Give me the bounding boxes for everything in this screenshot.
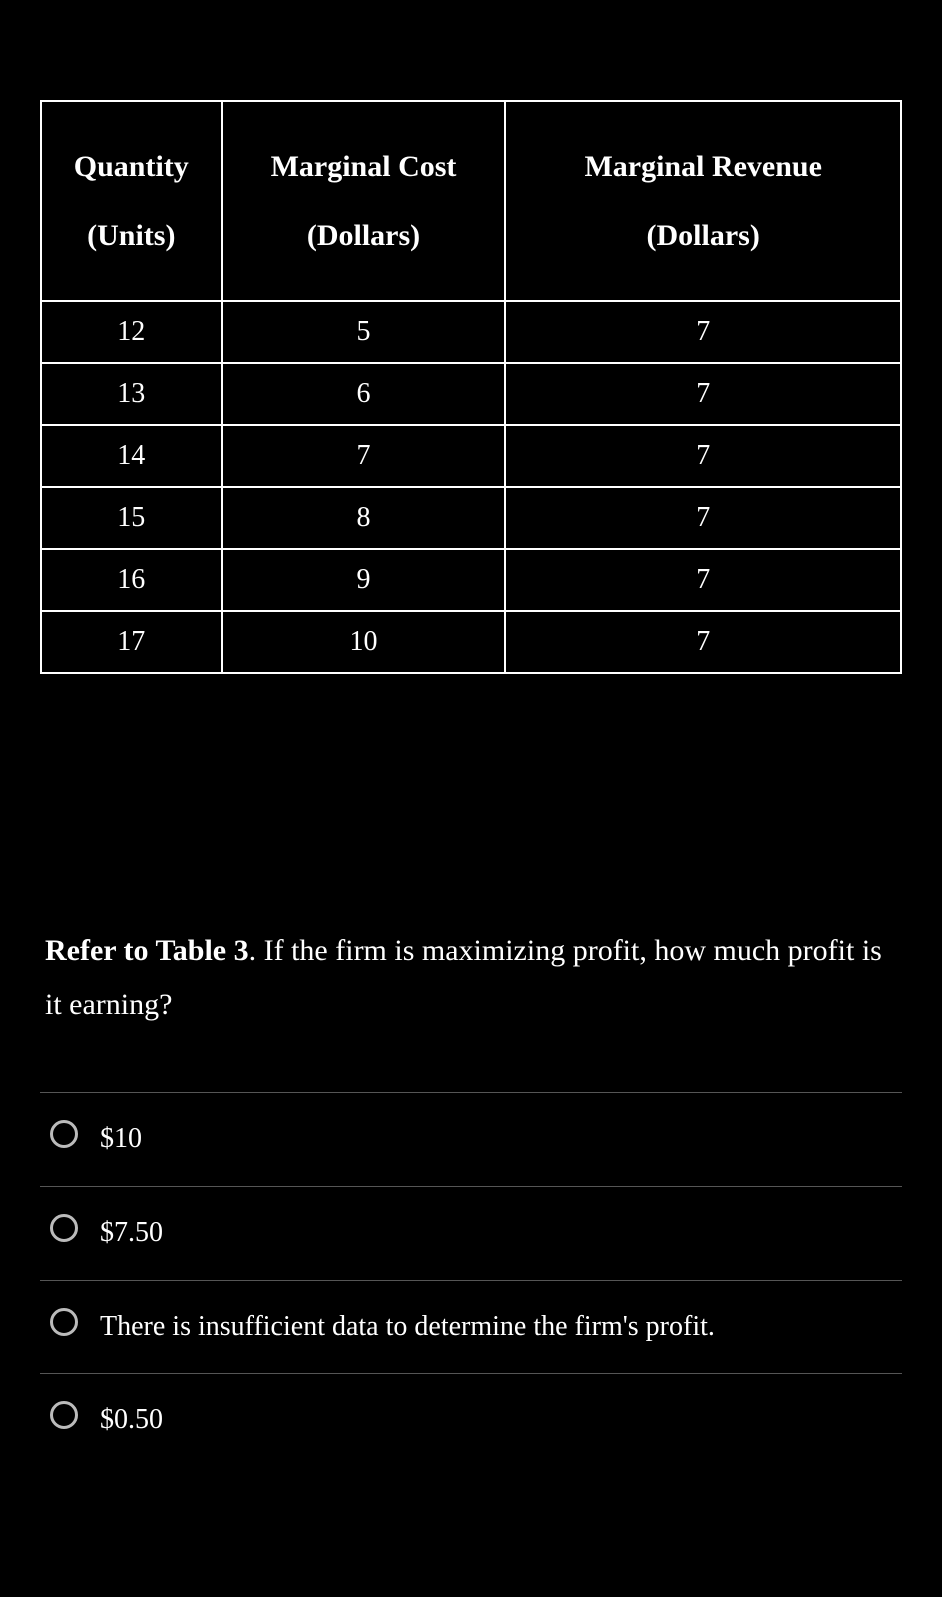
table-row: 16 9 7 (41, 549, 901, 611)
header-quantity-line1: Quantity (74, 150, 189, 183)
option-1[interactable]: $10 (40, 1093, 902, 1187)
option-2[interactable]: $7.50 (40, 1187, 902, 1281)
cell-mc: 5 (222, 301, 506, 363)
table-row: 13 6 7 (41, 363, 901, 425)
cell-mc: 10 (222, 611, 506, 673)
radio-icon (50, 1120, 78, 1148)
option-label: $10 (100, 1117, 892, 1162)
header-mr-line2: (Dollars) (647, 219, 760, 252)
data-table: Quantity (Units) Marginal Cost (Dollars)… (40, 100, 902, 674)
cell-mr: 7 (505, 549, 901, 611)
table-row: 15 8 7 (41, 487, 901, 549)
option-label: There is insufficient data to determine … (100, 1305, 892, 1350)
header-mc-line2: (Dollars) (307, 219, 420, 252)
table-header-row: Quantity (Units) Marginal Cost (Dollars)… (41, 101, 901, 301)
cell-mr: 7 (505, 611, 901, 673)
header-mc-line1: Marginal Cost (271, 150, 457, 183)
cell-mr: 7 (505, 425, 901, 487)
header-marginal-cost: Marginal Cost (Dollars) (222, 101, 506, 301)
cell-qty: 13 (41, 363, 222, 425)
cell-mc: 8 (222, 487, 506, 549)
header-quantity-line2: (Units) (87, 219, 175, 252)
cell-qty: 14 (41, 425, 222, 487)
cell-mr: 7 (505, 301, 901, 363)
cell-qty: 12 (41, 301, 222, 363)
option-4[interactable]: $0.50 (40, 1374, 902, 1467)
question-text: Refer to Table 3. If the firm is maximiz… (40, 924, 902, 1032)
option-label: $0.50 (100, 1398, 892, 1443)
cell-qty: 16 (41, 549, 222, 611)
cell-qty: 15 (41, 487, 222, 549)
cell-mr: 7 (505, 487, 901, 549)
radio-icon (50, 1308, 78, 1336)
question-bold: Refer to Table 3 (45, 934, 249, 967)
header-mr-line1: Marginal Revenue (584, 150, 821, 183)
cell-mc: 7 (222, 425, 506, 487)
cell-mc: 9 (222, 549, 506, 611)
cell-qty: 17 (41, 611, 222, 673)
table-row: 14 7 7 (41, 425, 901, 487)
header-marginal-revenue: Marginal Revenue (Dollars) (505, 101, 901, 301)
options-list: $10 $7.50 There is insufficient data to … (40, 1092, 902, 1467)
header-quantity: Quantity (Units) (41, 101, 222, 301)
cell-mc: 6 (222, 363, 506, 425)
table-row: 12 5 7 (41, 301, 901, 363)
option-3[interactable]: There is insufficient data to determine … (40, 1281, 902, 1375)
cell-mr: 7 (505, 363, 901, 425)
table-row: 17 10 7 (41, 611, 901, 673)
table-body: 12 5 7 13 6 7 14 7 7 15 8 7 16 9 7 17 10… (41, 301, 901, 673)
radio-icon (50, 1401, 78, 1429)
radio-icon (50, 1214, 78, 1242)
option-label: $7.50 (100, 1211, 892, 1256)
